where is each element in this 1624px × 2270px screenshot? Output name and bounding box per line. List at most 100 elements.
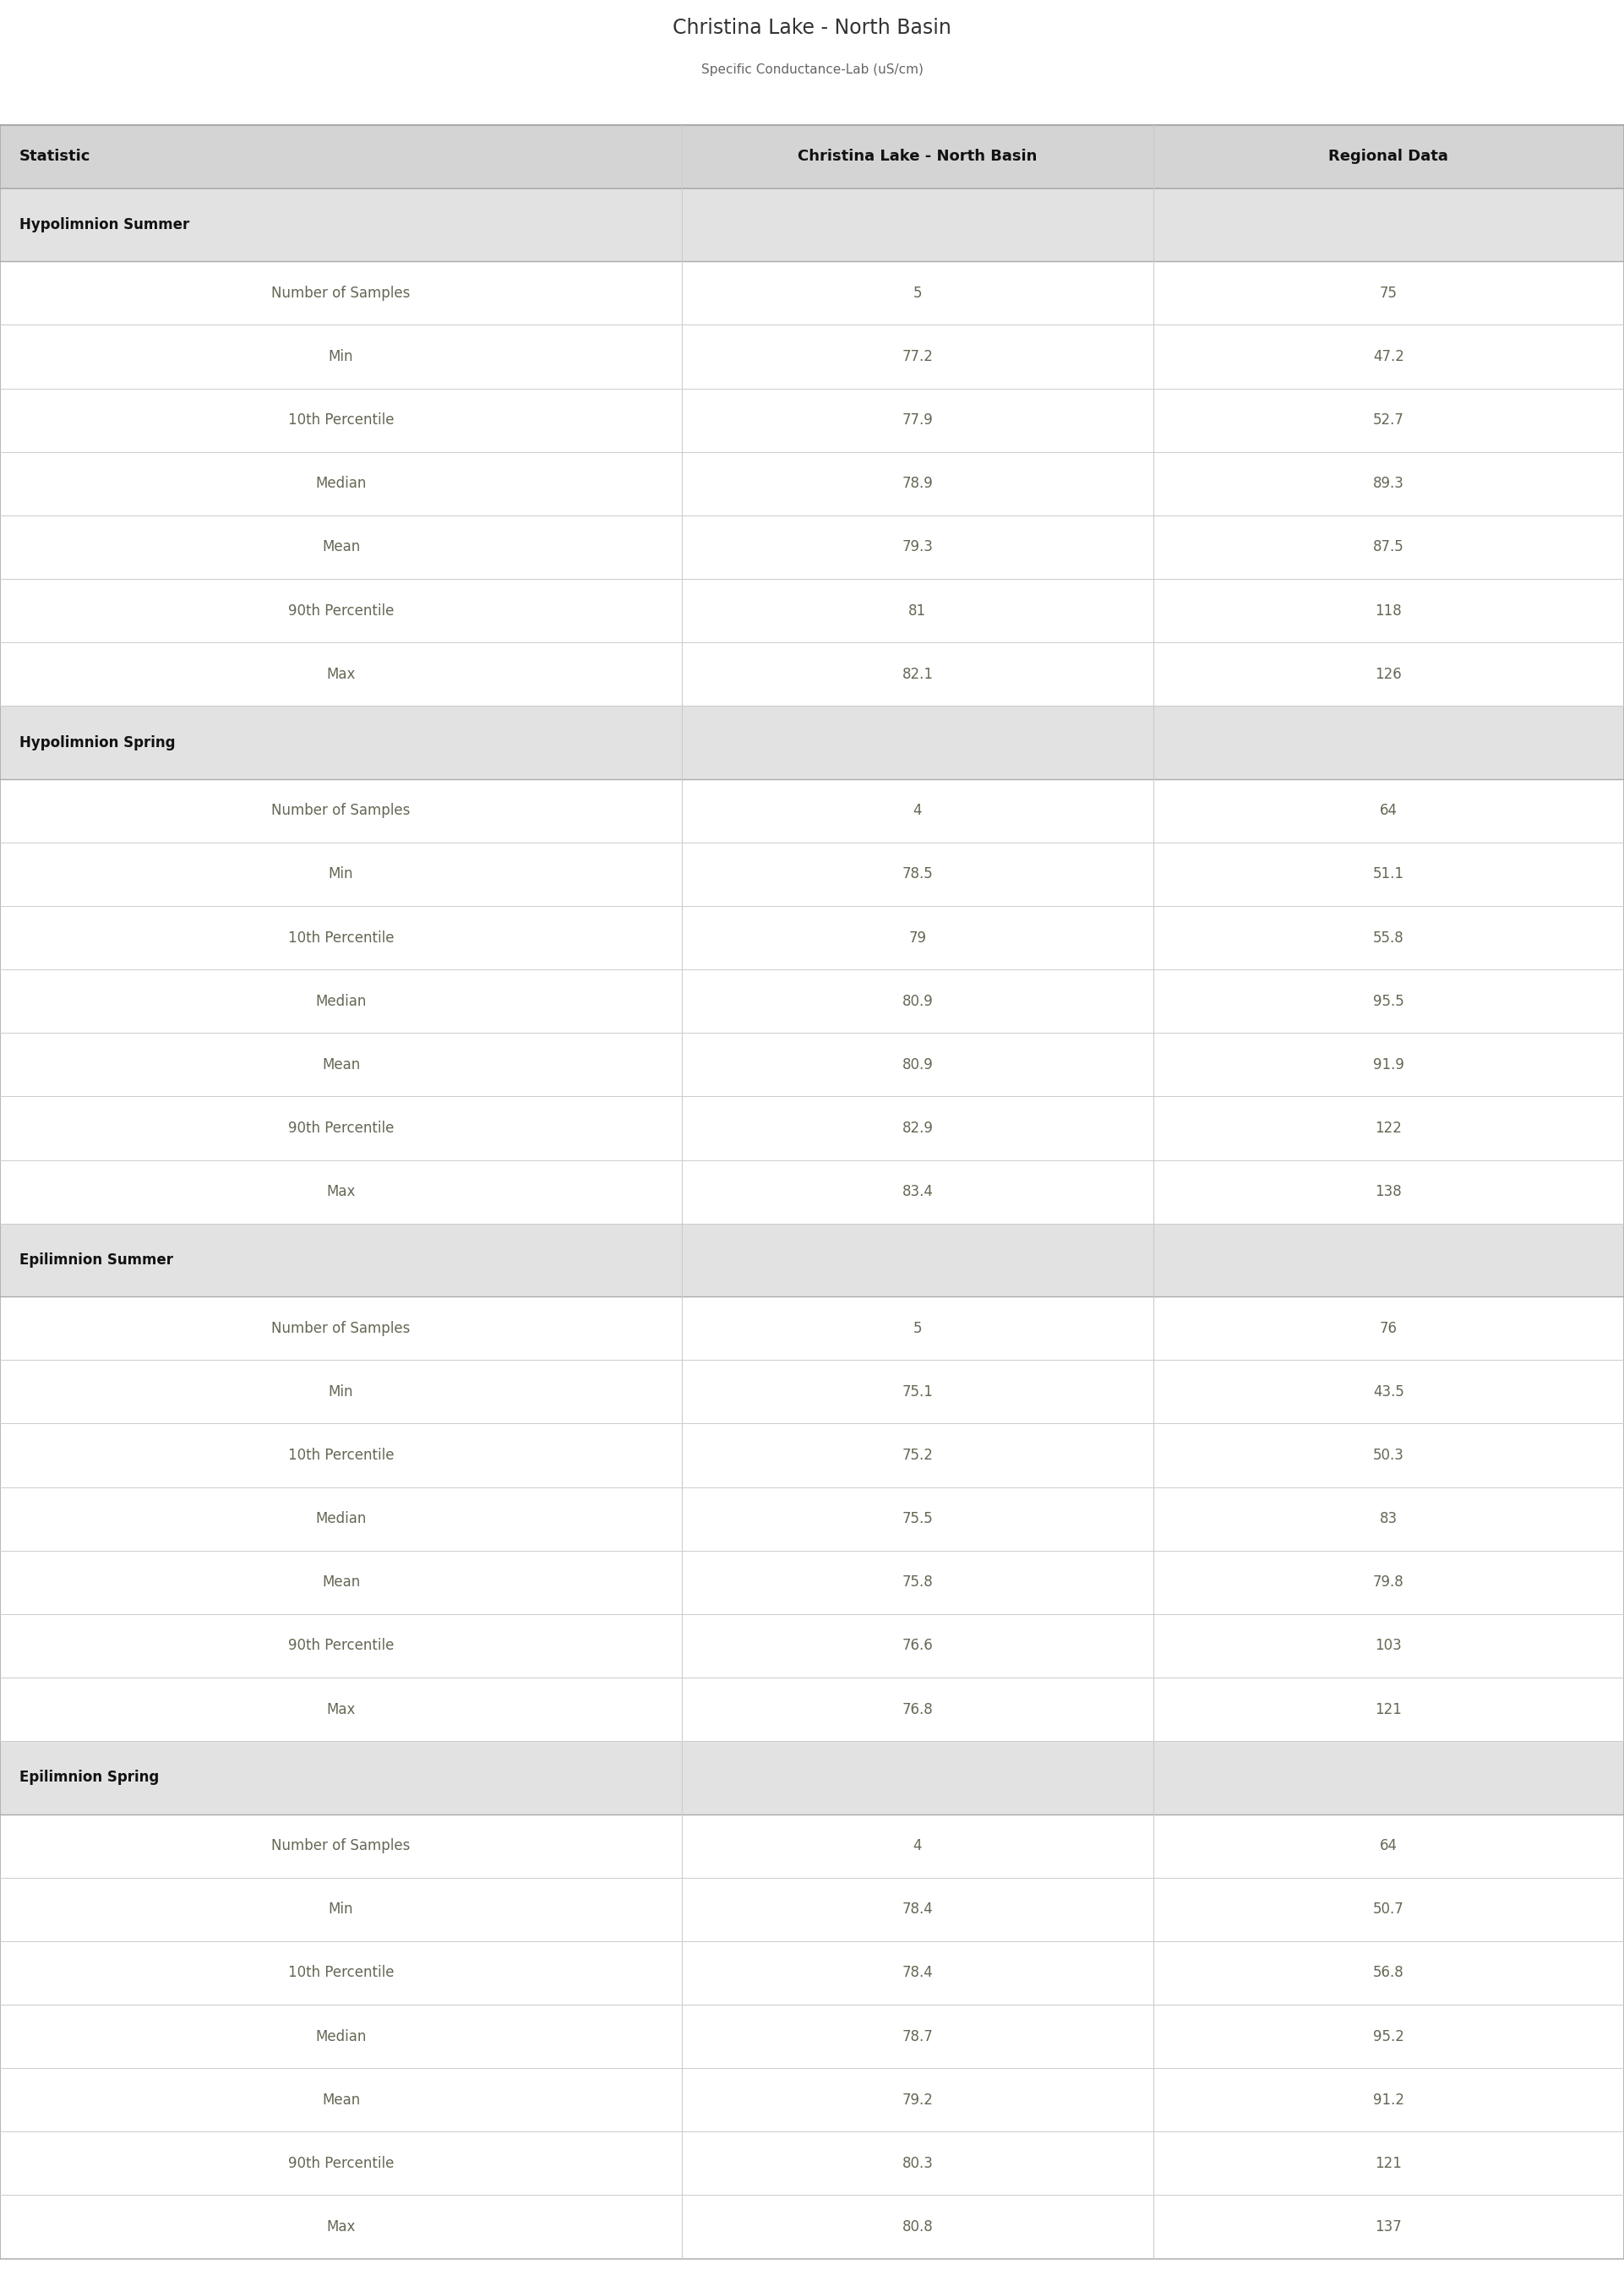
Text: 83: 83: [1380, 1512, 1397, 1525]
Text: 95.5: 95.5: [1372, 994, 1405, 1008]
Text: 5: 5: [913, 286, 922, 300]
Text: Epilimnion Summer: Epilimnion Summer: [19, 1253, 174, 1267]
Text: 10th Percentile: 10th Percentile: [287, 1966, 395, 1979]
Text: Max: Max: [326, 667, 356, 681]
Text: Christina Lake - North Basin: Christina Lake - North Basin: [797, 150, 1038, 163]
Text: 78.4: 78.4: [901, 1902, 934, 1916]
Text: 81: 81: [909, 604, 926, 617]
Text: Number of Samples: Number of Samples: [271, 804, 411, 817]
Text: 121: 121: [1376, 1702, 1402, 1716]
Text: Min: Min: [328, 1385, 354, 1398]
Text: Median: Median: [315, 477, 367, 490]
Text: Mean: Mean: [322, 2093, 361, 2107]
Text: 83.4: 83.4: [901, 1185, 934, 1199]
Text: 51.1: 51.1: [1372, 867, 1405, 881]
Text: 76.6: 76.6: [901, 1639, 934, 1653]
Bar: [0, 906, 1624, 969]
Text: 78.5: 78.5: [901, 867, 934, 881]
Text: 79.8: 79.8: [1372, 1575, 1405, 1589]
Bar: [0, 1877, 1624, 1941]
Text: Number of Samples: Number of Samples: [271, 286, 411, 300]
Bar: [0, 969, 1624, 1033]
Text: 91.9: 91.9: [1372, 1058, 1405, 1071]
Text: 10th Percentile: 10th Percentile: [287, 413, 395, 427]
Text: 80.8: 80.8: [901, 2220, 934, 2234]
Bar: [0, 1096, 1624, 1160]
Text: Median: Median: [315, 2029, 367, 2043]
Text: Min: Min: [328, 867, 354, 881]
Text: 118: 118: [1376, 604, 1402, 617]
Text: 89.3: 89.3: [1372, 477, 1405, 490]
Text: 137: 137: [1376, 2220, 1402, 2234]
Text: 4: 4: [913, 1839, 922, 1855]
Text: 138: 138: [1376, 1185, 1402, 1199]
Text: 75: 75: [1380, 286, 1397, 300]
Bar: [0, 706, 1624, 779]
Bar: [0, 642, 1624, 706]
Text: 75.1: 75.1: [901, 1385, 934, 1398]
Text: 75.8: 75.8: [901, 1575, 934, 1589]
Text: Median: Median: [315, 1512, 367, 1525]
Text: 75.2: 75.2: [901, 1448, 934, 1462]
Bar: [0, 2068, 1624, 2132]
Bar: [0, 325, 1624, 388]
Text: 55.8: 55.8: [1372, 931, 1405, 944]
Bar: [0, 1741, 1624, 1814]
Text: 10th Percentile: 10th Percentile: [287, 1448, 395, 1462]
Bar: [0, 1941, 1624, 2004]
Text: 47.2: 47.2: [1372, 350, 1405, 363]
Text: 95.2: 95.2: [1372, 2029, 1405, 2043]
Bar: [0, 2195, 1624, 2259]
Text: 43.5: 43.5: [1372, 1385, 1405, 1398]
Text: Median: Median: [315, 994, 367, 1008]
Bar: [0, 1487, 1624, 1550]
Text: 77.2: 77.2: [901, 350, 934, 363]
Text: 82.1: 82.1: [901, 667, 934, 681]
Text: 90th Percentile: 90th Percentile: [287, 2156, 395, 2170]
Text: 50.7: 50.7: [1372, 1902, 1405, 1916]
Bar: [0, 1033, 1624, 1096]
Text: 87.5: 87.5: [1372, 540, 1405, 554]
Text: 90th Percentile: 90th Percentile: [287, 604, 395, 617]
Text: Statistic: Statistic: [19, 150, 91, 163]
Bar: [0, 1360, 1624, 1423]
Text: 78.7: 78.7: [901, 2029, 934, 2043]
Bar: [0, 1296, 1624, 1360]
Text: 79: 79: [909, 931, 926, 944]
Text: 79.2: 79.2: [901, 2093, 934, 2107]
Text: 50.3: 50.3: [1372, 1448, 1405, 1462]
Bar: [0, 842, 1624, 906]
Text: Min: Min: [328, 1902, 354, 1916]
Text: 121: 121: [1376, 2156, 1402, 2170]
Bar: [0, 779, 1624, 842]
Text: Regional Data: Regional Data: [1328, 150, 1449, 163]
Text: 79.3: 79.3: [901, 540, 934, 554]
Text: Specific Conductance-Lab (uS/cm): Specific Conductance-Lab (uS/cm): [702, 64, 922, 77]
Text: Max: Max: [326, 1702, 356, 1716]
Bar: [0, 452, 1624, 515]
Bar: [0, 188, 1624, 261]
Bar: [0, 125, 1624, 188]
Text: Number of Samples: Number of Samples: [271, 1321, 411, 1335]
Text: 76.8: 76.8: [901, 1702, 934, 1716]
Text: Hypolimnion Spring: Hypolimnion Spring: [19, 735, 175, 749]
Text: 76: 76: [1380, 1321, 1397, 1335]
Text: 52.7: 52.7: [1372, 413, 1405, 427]
Text: 80.3: 80.3: [901, 2156, 934, 2170]
Text: 82.9: 82.9: [901, 1121, 934, 1135]
Bar: [0, 388, 1624, 452]
Text: 78.4: 78.4: [901, 1966, 934, 1979]
Bar: [0, 1160, 1624, 1224]
Bar: [0, 2132, 1624, 2195]
Bar: [0, 579, 1624, 642]
Bar: [0, 515, 1624, 579]
Text: Mean: Mean: [322, 1058, 361, 1071]
Text: 4: 4: [913, 804, 922, 817]
Text: 126: 126: [1376, 667, 1402, 681]
Text: 5: 5: [913, 1321, 922, 1335]
Bar: [0, 1423, 1624, 1487]
Text: Max: Max: [326, 1185, 356, 1199]
Bar: [0, 1550, 1624, 1614]
Text: 77.9: 77.9: [901, 413, 934, 427]
Text: 64: 64: [1380, 804, 1397, 817]
